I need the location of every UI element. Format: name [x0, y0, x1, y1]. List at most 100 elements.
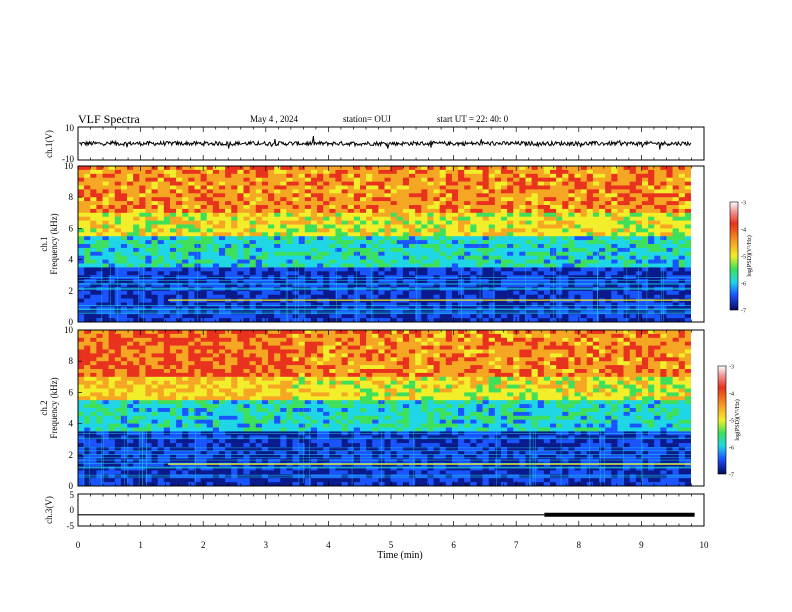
spectrogram-cell [433, 279, 440, 284]
spectrogram-cell [513, 310, 520, 315]
spectrogram-cell [151, 279, 158, 284]
spectrogram-cell [666, 201, 673, 206]
spectrogram-cell [353, 255, 361, 260]
spectrogram-cell [580, 247, 588, 253]
ch1-spec-ylabel-2: Frequency (kHz) [49, 213, 59, 274]
spectrogram-cell [415, 185, 422, 190]
spectrogram-cell [390, 232, 398, 237]
spectrogram-cell [145, 302, 152, 307]
spectrogram-cell [427, 314, 434, 319]
spectrogram-cell [556, 173, 563, 178]
spectrogram-cell [169, 185, 177, 190]
spectrogram-cell [127, 411, 134, 417]
spectrogram-cell [592, 166, 600, 171]
spectrogram-cell [329, 197, 336, 202]
spectrogram-cell [169, 388, 177, 393]
spectrogram-cell [157, 384, 165, 389]
spectrogram-cell [268, 201, 275, 206]
spectrogram-cell [574, 318, 581, 323]
spectrogram-cell [163, 462, 171, 467]
spectrogram-cell [249, 279, 257, 284]
spectrogram-cell [458, 169, 465, 175]
spectrogram-cell [176, 380, 183, 385]
spectrogram-cell [120, 314, 128, 319]
spectrogram-cell [353, 232, 361, 237]
spectrogram-cell [114, 212, 122, 217]
spectrogram-cell [182, 345, 189, 350]
spectrogram-cell [488, 181, 496, 186]
spectrogram-cell [310, 290, 318, 295]
spectrogram-cell [543, 267, 551, 272]
spectrogram-cell [243, 232, 250, 237]
spectrogram-cell [145, 216, 152, 221]
spectrogram-cell [525, 244, 532, 249]
spectrogram-cell [114, 474, 122, 479]
spectrogram-cell [139, 376, 146, 381]
spectrogram-cell [90, 169, 97, 175]
spectrogram-cell [409, 244, 416, 249]
spectrogram-cell [268, 306, 275, 311]
spectrogram-cell [90, 286, 97, 292]
spectrogram-cell [298, 185, 306, 190]
spectrogram-cell [439, 208, 447, 214]
spectrogram-cell [341, 201, 349, 206]
spectrogram-cell [176, 450, 183, 456]
spectrogram-cell [310, 173, 318, 178]
spectrogram-cell [286, 177, 293, 182]
spectrogram-cell [151, 267, 158, 272]
spectrogram-cell [120, 318, 128, 323]
spectrogram-cell [90, 380, 97, 385]
spectrogram-cell [678, 275, 686, 280]
spectrogram-cell [231, 224, 238, 229]
spectrogram-cell [488, 290, 496, 295]
spectrogram-cell [182, 450, 189, 456]
spectrogram-cell [592, 255, 600, 260]
spectrogram-cell [347, 232, 355, 237]
spectrogram-cell [108, 185, 116, 190]
spectrogram-cell [531, 275, 539, 280]
spectrogram-cell [654, 267, 661, 272]
spectrogram-cell [90, 376, 97, 381]
spectrogram-cell [84, 236, 91, 241]
spectrogram-cell [641, 224, 649, 229]
spectrogram-cell [194, 201, 201, 206]
spectrogram-cell [562, 271, 569, 276]
spectrogram-cell [378, 177, 385, 182]
spectrogram-cell [182, 411, 189, 417]
spectrogram-cell [415, 224, 422, 229]
spectrogram-cell [133, 466, 140, 471]
spectrogram-cell [102, 353, 109, 358]
spectrogram-cell [611, 263, 618, 268]
spectrogram-cell [519, 251, 526, 256]
spectrogram-cell [648, 240, 655, 245]
spectrogram-cell [133, 365, 140, 370]
spectrogram-cell [188, 255, 195, 260]
spectrogram-cell [163, 314, 171, 319]
spectrogram-cell [378, 251, 385, 256]
spectrogram-cell [384, 193, 391, 198]
spectrogram-cell [500, 283, 508, 288]
spectrogram-cell [513, 228, 520, 233]
spectrogram-cell [182, 224, 189, 229]
spectrogram-cell [605, 236, 612, 241]
spectrogram-cell [163, 466, 171, 471]
spectrogram-cell [641, 169, 649, 175]
spectrogram-cell [366, 169, 373, 175]
spectrogram-cell [280, 294, 287, 299]
spectrogram-cell [641, 247, 649, 253]
spectrogram-cell [304, 208, 312, 214]
spectrogram-cell [586, 244, 594, 249]
spectrogram-cell [427, 228, 434, 233]
spectrogram-cell [592, 279, 600, 284]
spectrogram-cell [108, 173, 116, 178]
spectrogram-cell [390, 177, 398, 182]
spectrogram-cell [666, 169, 673, 175]
spectrogram-cell [310, 220, 318, 225]
spectrogram-cell [133, 236, 140, 241]
spectrogram-cell [537, 169, 545, 175]
spectrogram-cell [78, 466, 85, 471]
spectrogram-cell [163, 458, 171, 463]
spectrogram-cell [359, 228, 367, 233]
spectrogram-cell [586, 201, 594, 206]
